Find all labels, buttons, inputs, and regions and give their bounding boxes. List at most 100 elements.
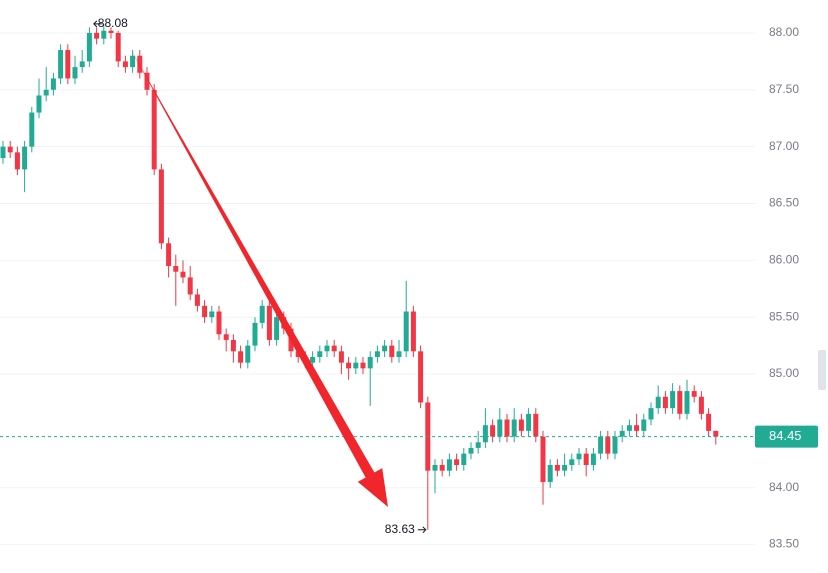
candle-body: [209, 311, 215, 318]
price-axis: 88.00 87.50 87.00 86.50 86.00 85.50 85.00 84.00…: [755, 25, 818, 551]
candle-body: [187, 277, 193, 295]
candle-body: [511, 419, 517, 437]
candle-body: [446, 459, 452, 471]
candle-body: [698, 396, 704, 414]
candle-body: [144, 72, 150, 90]
candle-body: [230, 339, 236, 352]
y-tick-label: 85.00: [769, 366, 799, 380]
candle-body: [173, 266, 179, 272]
scroll-handle[interactable]: [818, 350, 826, 390]
candle-body: [223, 334, 229, 340]
candle-body: [497, 419, 503, 437]
candle-body: [310, 356, 316, 363]
candle-body: [554, 464, 560, 471]
candle-body: [252, 322, 258, 346]
candle-body: [691, 391, 697, 397]
candle-body: [590, 453, 596, 465]
last-price-label: 84.45: [769, 428, 802, 443]
candle-body: [490, 425, 496, 437]
candle-body: [454, 459, 460, 465]
candle-body: [482, 425, 488, 443]
y-tick-label: 87.00: [769, 139, 799, 153]
candle-body: [50, 78, 56, 90]
candle-body: [0, 146, 6, 159]
candle-body: [245, 345, 251, 363]
candle-body: [43, 89, 49, 96]
candle-body: [166, 243, 172, 267]
candles: 88.08 83.63: [0, 16, 755, 536]
low-label: 83.63: [385, 522, 415, 536]
candle-body: [101, 30, 107, 39]
candle-body: [583, 453, 589, 465]
candle-body: [569, 459, 575, 465]
candle-body: [461, 453, 467, 465]
y-tick-label: 86.50: [769, 196, 799, 210]
candle-body: [79, 61, 85, 68]
candle-body: [598, 436, 604, 454]
y-tick-label: 83.50: [769, 537, 799, 551]
candle-body: [137, 55, 143, 73]
candle-body: [619, 430, 625, 437]
candle-body: [626, 425, 632, 431]
candle-body: [612, 436, 618, 454]
candle-body: [94, 32, 100, 39]
candle-body: [367, 356, 373, 369]
candle-body: [403, 311, 409, 352]
low-pointer: [417, 526, 427, 534]
candle-body: [677, 391, 683, 414]
candle-body: [706, 413, 712, 431]
high-label: 88.08: [98, 16, 128, 30]
grid: [0, 32, 755, 546]
candle-body: [504, 419, 510, 437]
candle-body: [130, 55, 136, 68]
candle-body: [202, 305, 208, 318]
candle-body: [108, 30, 114, 33]
candle-body: [346, 362, 352, 369]
candle-body: [410, 311, 416, 352]
y-tick-label: 87.50: [769, 82, 799, 96]
candle-body: [338, 351, 344, 363]
candle-body: [238, 351, 244, 363]
candle-body: [317, 351, 323, 357]
high-pointer: [93, 20, 102, 28]
candle-body: [324, 345, 330, 352]
y-tick-label: 84.00: [769, 480, 799, 494]
last-price-badge: [755, 425, 818, 448]
candle-body: [533, 413, 539, 437]
candle-body: [662, 396, 668, 409]
candle-body: [29, 112, 35, 147]
candle-body: [374, 351, 380, 357]
candle-body: [389, 345, 395, 357]
candle-body: [86, 32, 92, 62]
candle-body: [22, 146, 28, 170]
candle-body: [576, 453, 582, 460]
candle-body: [7, 146, 13, 153]
candle-body: [158, 169, 164, 244]
candle-body: [58, 50, 64, 79]
candle-body: [540, 436, 546, 483]
candle-body: [713, 430, 719, 437]
candle-body: [274, 317, 280, 340]
candle-body: [418, 351, 424, 403]
candle-body: [547, 464, 553, 483]
candle-body: [684, 391, 690, 414]
candle-body: [382, 345, 388, 352]
candle-body: [259, 305, 265, 323]
candle-body: [36, 95, 42, 113]
candle-body: [634, 425, 640, 431]
candle-body: [396, 351, 402, 357]
candle-body: [115, 32, 121, 62]
candle-body: [655, 396, 661, 409]
candle-body: [180, 271, 186, 278]
candle-body: [439, 464, 445, 471]
candle-body: [605, 436, 611, 454]
candle-body: [353, 362, 359, 369]
candle-body: [475, 442, 481, 448]
candle-body: [14, 152, 20, 170]
y-tick-label: 85.50: [769, 309, 799, 323]
candle-body: [65, 50, 71, 79]
candle-body: [670, 391, 676, 409]
